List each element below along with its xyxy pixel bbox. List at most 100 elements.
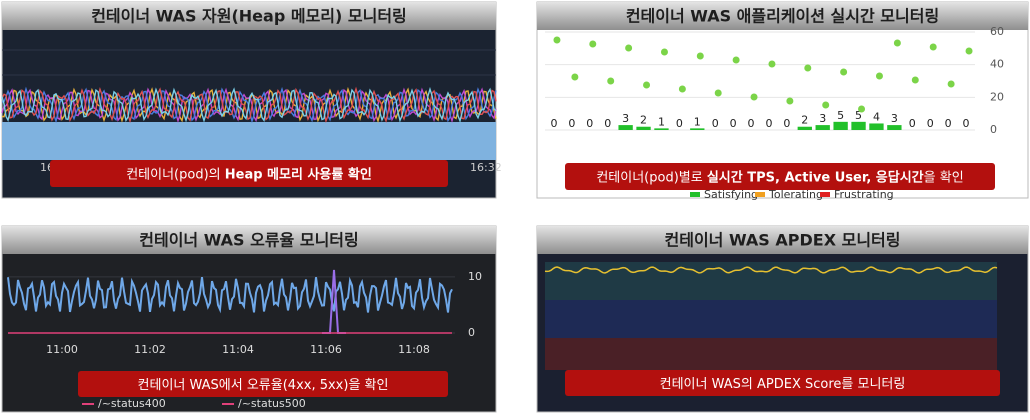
caption-box	[50, 160, 448, 187]
dot	[768, 60, 776, 68]
caption-box	[565, 163, 995, 190]
y-tick-label: 10	[468, 270, 482, 283]
band	[545, 300, 997, 338]
panel-title-bar	[2, 226, 496, 254]
bar-label: 2	[640, 114, 647, 127]
dot	[947, 80, 955, 88]
bar-label: 0	[748, 117, 755, 130]
bar-label: 0	[765, 117, 772, 130]
dot	[786, 97, 794, 105]
heap-line	[1, 86, 497, 124]
legend-swatch	[755, 192, 765, 197]
heap-line	[1, 86, 497, 124]
panel-title-bar	[537, 226, 1028, 254]
legend-label: Tolerating	[768, 188, 823, 201]
dot	[571, 73, 579, 81]
bar-label: 0	[712, 117, 719, 130]
dot	[589, 40, 597, 48]
bar	[869, 123, 884, 130]
bar-label: 1	[694, 115, 701, 128]
dot	[840, 68, 848, 76]
bar	[815, 125, 830, 130]
caption-part: 컨테이너 WAS의 APDEX Score를 모니터링	[660, 377, 906, 392]
bar-label: 0	[586, 117, 593, 130]
bar	[851, 121, 866, 130]
y-tick-label: 0	[468, 326, 475, 339]
caption: 컨테이너 WAS의 APDEX Score를 모니터링	[660, 377, 906, 392]
bar-label: 0	[550, 117, 557, 130]
y-tick-label: 40	[990, 58, 1004, 71]
x-tick-label: 11:06	[310, 343, 342, 356]
legend-label: Frustrating	[834, 188, 894, 201]
bar-label: 0	[927, 117, 934, 130]
dot	[750, 93, 758, 101]
caption-part: 컨테이너 WAS에서 오류율(4xx, 5xx)을 확인	[138, 378, 389, 393]
heap-line	[1, 87, 497, 124]
legend-label: Satisfying	[704, 188, 758, 201]
panel-title-bar	[537, 2, 1028, 30]
dot	[732, 56, 740, 64]
bar-label: 0	[604, 117, 611, 130]
bar-label: 4	[873, 110, 880, 123]
dot	[804, 64, 812, 72]
caption-part: Heap 메모리 사용률 확인	[225, 166, 372, 182]
time-label: 16:32	[470, 161, 502, 174]
bar	[833, 121, 848, 130]
dot	[553, 36, 561, 44]
caption-part: 실시간 TPS, Active User, 응답시간	[707, 169, 924, 185]
panel-title: 컨테이너 WAS APDEX 모니터링	[665, 231, 901, 250]
bar	[636, 126, 651, 130]
band	[545, 262, 997, 300]
bar-label: 5	[855, 109, 862, 122]
dot	[875, 72, 883, 80]
x-tick-label: 11:00	[46, 343, 78, 356]
bar-label: 0	[568, 117, 575, 130]
dot	[965, 47, 973, 55]
bar-label: 0	[963, 117, 970, 130]
caption-box	[565, 370, 1000, 396]
caption-part: 컨테이너(pod)별로	[596, 170, 707, 185]
panel-title-bar	[2, 2, 496, 30]
y-tick-label: 20	[990, 90, 1004, 103]
dot	[822, 101, 830, 109]
dot	[660, 48, 668, 56]
legend-swatch	[690, 192, 700, 197]
bar-label: 1	[658, 115, 665, 128]
bar	[654, 128, 669, 130]
bar	[690, 128, 705, 130]
dot	[858, 105, 866, 113]
bar-label: 2	[801, 114, 808, 127]
panel-title: 컨테이너 WAS 오류율 모니터링	[139, 231, 358, 250]
x-tick-label: 11:04	[222, 343, 254, 356]
apdex-line	[544, 266, 998, 274]
y-tick-label: 60	[990, 25, 1004, 38]
bar	[618, 125, 633, 130]
band	[545, 338, 997, 370]
error-line	[7, 276, 453, 314]
caption-part: 을 확인	[924, 170, 964, 185]
dot	[625, 44, 633, 52]
bar-label: 3	[819, 112, 826, 125]
bar-label: 0	[676, 117, 683, 130]
dot	[714, 89, 722, 97]
dot	[607, 77, 615, 85]
dot	[696, 52, 704, 60]
dot	[893, 39, 901, 47]
bar-label: 0	[730, 117, 737, 130]
caption-box	[78, 371, 448, 397]
bar-label: 3	[622, 112, 629, 125]
y-tick-label: 0	[990, 123, 997, 136]
bar-label: 3	[891, 112, 898, 125]
panel-title: 컨테이너 WAS 자원(Heap 메모리) 모니터링	[91, 7, 407, 26]
dot	[911, 76, 919, 84]
legend-label: /~status500	[238, 397, 306, 410]
bar	[797, 126, 812, 130]
dot	[678, 85, 686, 93]
bar-label: 0	[909, 117, 916, 130]
caption: 컨테이너(pod)별로 실시간 TPS, Active User, 응답시간을 …	[596, 169, 963, 185]
bar-label: 0	[945, 117, 952, 130]
dot	[643, 81, 651, 89]
x-tick-label: 11:08	[398, 343, 430, 356]
bar-label: 5	[837, 109, 844, 122]
